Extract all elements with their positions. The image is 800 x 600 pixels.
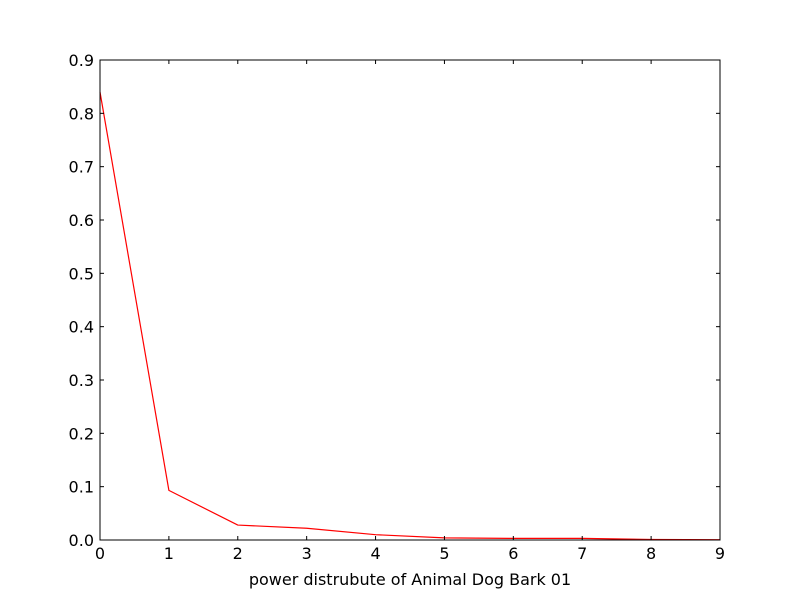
x-tick-label: 8 (646, 544, 656, 563)
y-tick-label: 0.0 (69, 531, 94, 550)
x-tick-label: 5 (439, 544, 449, 563)
x-tick-label: 2 (233, 544, 243, 563)
y-tick-label: 0.8 (69, 104, 94, 123)
series-line (99, 91, 721, 541)
y-tick-label: 0.7 (69, 158, 94, 177)
x-tick-label: 7 (577, 544, 587, 563)
y-tick-label: 0.5 (69, 264, 94, 283)
y-tick-label: 0.1 (69, 478, 94, 497)
x-axis-label: power distrubute of Animal Dog Bark 01 (249, 570, 571, 589)
y-tick-label: 0.6 (69, 211, 94, 230)
y-tick-label: 0.2 (69, 424, 94, 443)
y-tick-label: 0.9 (69, 51, 94, 70)
plot-frame (99, 59, 721, 541)
x-tick-label: 1 (164, 544, 174, 563)
x-tick-label: 6 (508, 544, 518, 563)
y-tick-label: 0.3 (69, 371, 94, 390)
tick-labels: 0 1 2 3 4 5 6 7 8 9 0.0 0.1 0.2 0.3 0.4 0.5 0.6 0.7 0.8 0.9 (69, 51, 726, 563)
x-tick-label: 4 (370, 544, 380, 563)
plot-area (99, 91, 721, 541)
y-tick-label: 0.4 (69, 318, 94, 337)
x-tick-label: 0 (95, 544, 105, 563)
x-tick-label: 3 (302, 544, 312, 563)
x-tick-label: 9 (715, 544, 725, 563)
